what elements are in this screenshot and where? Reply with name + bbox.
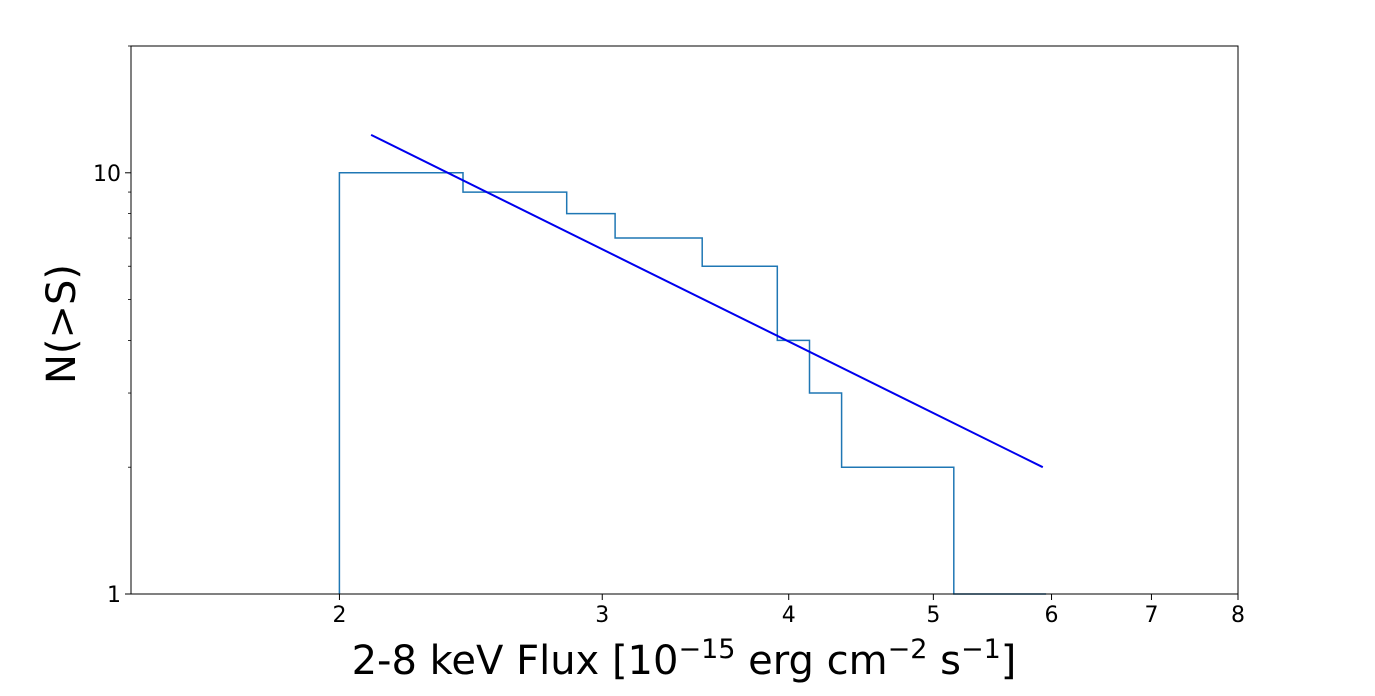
plot-frame	[130, 45, 1239, 595]
y-tick-label: 10	[93, 162, 121, 187]
y-axis-ticks: 1 10	[93, 45, 131, 608]
cumulative-step-series	[338, 172, 1047, 595]
x-axis-label-exponent-3: −1	[961, 634, 1001, 665]
x-tick-label: 2	[332, 603, 346, 628]
x-tick-label: 4	[782, 603, 796, 628]
y-axis-label: N(>S)	[39, 264, 85, 384]
x-axis-label-mid-1: erg cm	[735, 638, 887, 684]
x-axis-label-end: ]	[1001, 638, 1017, 684]
x-axis-label-base: 2-8 keV Flux [10	[352, 638, 679, 684]
x-tick-label: 3	[595, 603, 609, 628]
x-axis-label-mid-2: s	[927, 638, 961, 684]
x-tick-label: 7	[1144, 603, 1158, 628]
x-axis-label: 2-8 keV Flux [10−15 erg cm−2 s−1]	[352, 634, 1017, 684]
x-tick-label: 5	[926, 603, 940, 628]
x-axis-label-exponent-2: −2	[888, 634, 928, 665]
x-axis-label-exponent-1: −15	[678, 634, 735, 665]
series-layer	[338, 134, 1047, 595]
x-axis-ticks: 2 3 4 5 6 7 8	[332, 594, 1245, 628]
y-tick-label: 1	[107, 583, 121, 608]
x-tick-label: 8	[1231, 603, 1245, 628]
power-law-fit-line	[370, 134, 1044, 469]
x-tick-label: 6	[1045, 603, 1059, 628]
